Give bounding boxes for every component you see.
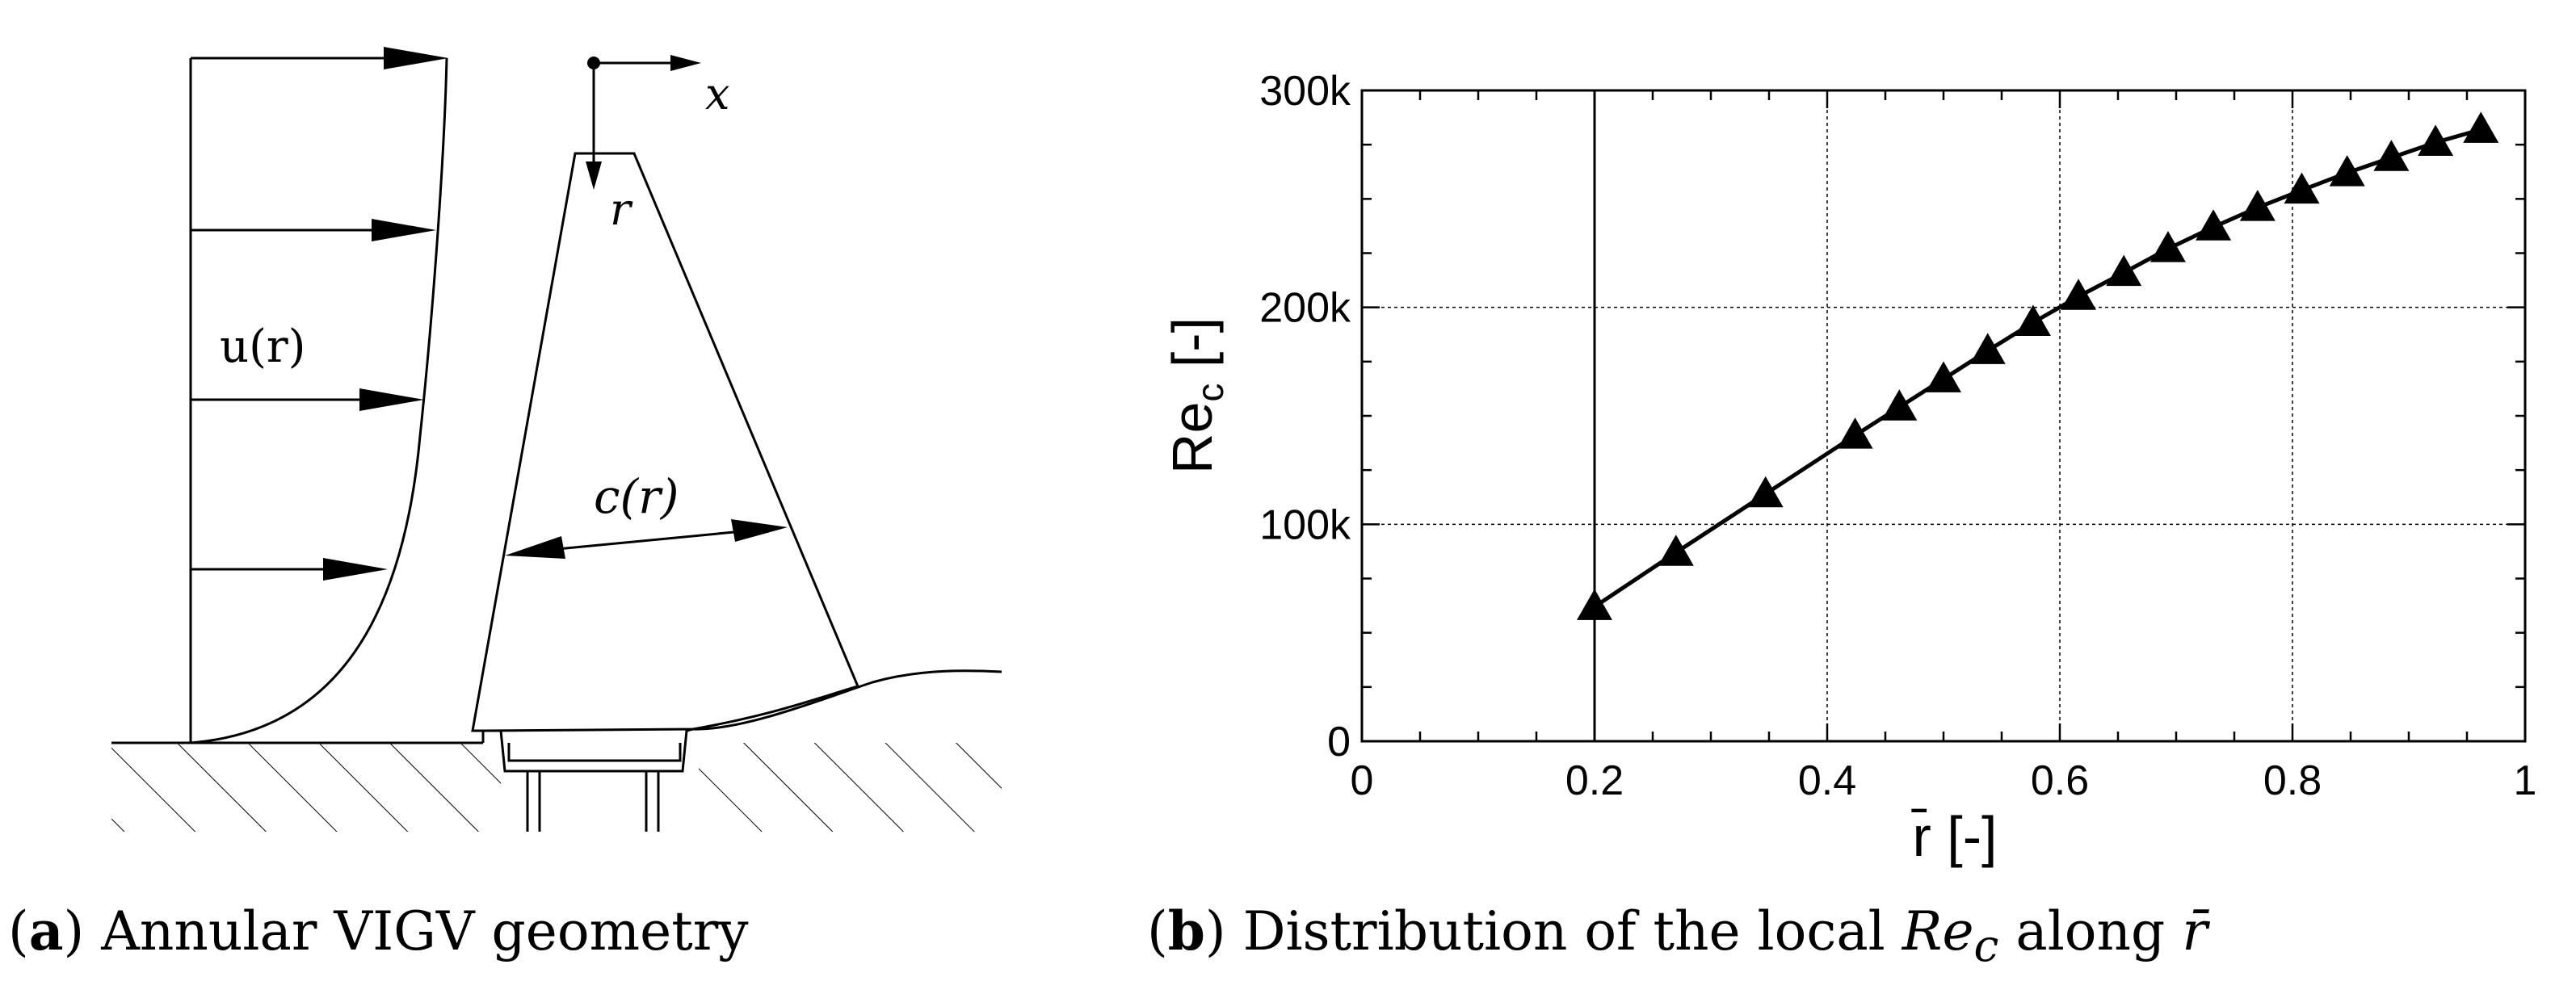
velocity-profile-curve — [190, 57, 448, 744]
data-point-triangle — [2284, 172, 2320, 204]
caption-b-mid: along — [1998, 900, 2183, 962]
chord-label: c(r) — [594, 469, 679, 524]
y-axis-label-suffix: [-] — [1161, 317, 1224, 384]
caption-b: (b) Distribution of the local Rec along … — [1147, 899, 2208, 972]
chord-dimension — [505, 519, 788, 559]
data-point-triangle — [1747, 476, 1784, 508]
velocity-arrows — [191, 47, 448, 581]
x-tick-label: 0.2 — [1565, 757, 1624, 804]
y-axis-label-subscript: c — [1189, 384, 1231, 402]
x-tick-labels: 0 0.2 0.4 0.6 0.8 1 — [1351, 757, 2537, 804]
vigv-geometry-diagram: u(r) c(r) x r — [111, 47, 1002, 838]
series-re-c — [1577, 111, 2499, 620]
caption-b-subscript: c — [1973, 920, 1999, 972]
blade-outline — [471, 152, 860, 732]
y-tick-label: 0 — [1327, 719, 1351, 765]
caption-a: (a) Annular VIGV geometry — [8, 899, 749, 962]
chart-ticks — [1360, 89, 2527, 743]
data-point-triangle — [2373, 140, 2410, 171]
reynolds-chart: 0 0.2 0.4 0.6 0.8 1 0 100k 200k 300k r̄ [-] Rec … — [1161, 68, 2536, 868]
caption-a-tag: a — [28, 899, 64, 962]
y-tick-label: 100k — [1259, 501, 1351, 548]
caption-b-symbol: Re — [1902, 900, 1974, 962]
data-point-triangle — [2149, 231, 2186, 262]
axis-x-label: x — [705, 69, 729, 120]
chart-grid — [1362, 90, 2525, 741]
data-point-triangle — [2329, 155, 2365, 187]
x-tick-label: 0.6 — [2031, 757, 2089, 804]
data-point-triangle — [1577, 589, 1612, 620]
data-point-triangle — [2463, 111, 2499, 143]
x-tick-label: 1 — [2514, 757, 2537, 804]
y-tick-label: 300k — [1259, 68, 1351, 115]
chart-frame — [1360, 89, 2527, 743]
support-legs — [526, 771, 660, 832]
axis-r-label: r — [610, 184, 633, 235]
y-axis-label-main: Re — [1161, 402, 1224, 474]
data-point-triangle — [2239, 190, 2276, 221]
data-point-triangle — [2196, 209, 2232, 241]
x-tick-label: 0.8 — [2263, 757, 2322, 804]
x-tick-label: 0.4 — [1798, 757, 1856, 804]
data-point-triangle — [2106, 254, 2142, 287]
caption-b-rbar: r̄ — [2182, 900, 2208, 962]
y-tick-labels: 0 100k 200k 300k — [1259, 68, 1351, 765]
x-tick-label: 0 — [1351, 757, 1374, 804]
data-point-triangle — [1881, 389, 1918, 421]
hub-contour — [111, 669, 1002, 744]
data-point-triangle — [1837, 417, 1873, 449]
y-tick-label: 200k — [1259, 285, 1351, 332]
data-point-triangle — [2015, 304, 2051, 336]
series-line — [1593, 127, 2481, 609]
y-axis-label: Rec [-] — [1161, 317, 1231, 474]
data-point-triangle — [1969, 333, 2006, 364]
caption-b-tag: b — [1167, 899, 1205, 962]
plot-area-border — [1360, 89, 2527, 743]
data-point-triangle — [1926, 361, 1961, 392]
x-axis-label: r̄ [-] — [1911, 805, 1998, 868]
coordinate-system — [586, 55, 701, 190]
data-point-triangle — [1658, 535, 1694, 566]
caption-b-prefix: Distribution of the local — [1225, 900, 1902, 962]
data-point-triangle — [2061, 279, 2097, 310]
hatch-mask-slot — [501, 741, 699, 838]
velocity-label: u(r) — [220, 321, 306, 373]
caption-a-text: Annular VIGV geometry — [84, 900, 749, 962]
data-point-triangle — [2418, 124, 2454, 156]
